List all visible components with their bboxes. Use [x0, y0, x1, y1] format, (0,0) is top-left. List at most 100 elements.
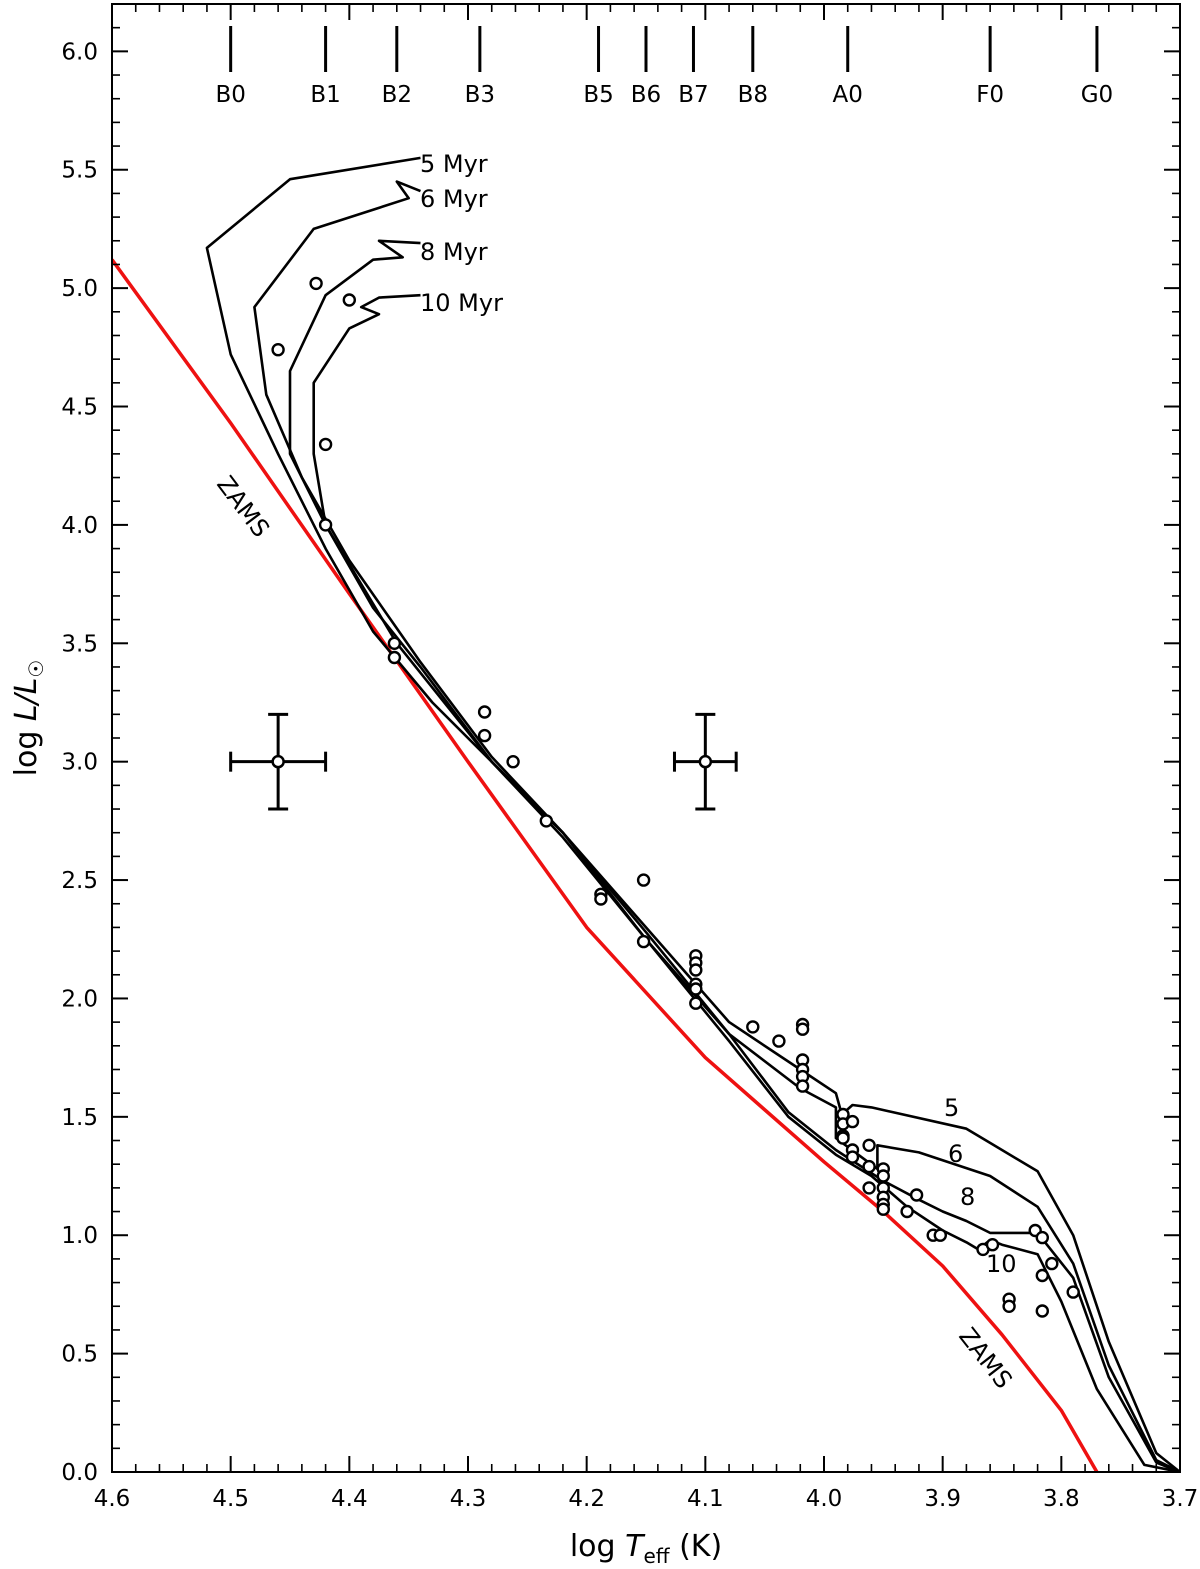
star-point-59 — [1035, 1304, 1050, 1318]
isochrone-low-label-3: 8 — [960, 1183, 975, 1211]
error-bar-point-2 — [698, 754, 713, 769]
y-tick-label-10: 5.0 — [61, 276, 98, 302]
star-point-18 — [689, 963, 703, 977]
isochrone-label-4: 10 Myr — [420, 289, 503, 317]
x-tick-label-1: 4.5 — [212, 1486, 249, 1512]
star-point-56 — [1066, 1285, 1080, 1299]
x-tick-label-7: 3.9 — [924, 1486, 961, 1512]
star-point-54 — [1045, 1256, 1059, 1271]
zams-label-upper: ZAMS — [211, 471, 275, 543]
isochrone-low-label-4: 10 — [986, 1250, 1017, 1278]
curves-layer — [112, 156, 1180, 1472]
spectral-type-label-7: B8 — [738, 82, 768, 108]
y-tick-label-5: 2.5 — [61, 868, 98, 894]
star-point-3 — [271, 343, 285, 357]
y-tick-label-4: 2.0 — [61, 986, 98, 1012]
spectral-type-label-0: B0 — [215, 82, 245, 108]
star-point-22 — [746, 1020, 760, 1034]
star-point-14 — [636, 873, 651, 887]
x-axis-label-prefix: log — [570, 1529, 625, 1564]
y-axis-label-sub: ☉ — [24, 660, 48, 678]
isochrone-line-1 — [205, 156, 1180, 1472]
spectral-type-label-1: B1 — [310, 82, 340, 108]
y-tick-label-0: 0.0 — [61, 1460, 98, 1486]
spectral-type-label-3: B3 — [465, 82, 495, 108]
y-tick-label-12: 6.0 — [61, 39, 98, 65]
spectral-type-label-4: B5 — [583, 82, 613, 108]
y-tick-label-2: 1.0 — [61, 1223, 98, 1249]
star-point-1 — [309, 276, 323, 291]
star-point-49 — [933, 1228, 947, 1242]
x-axis-label-sub: eff — [643, 1544, 670, 1568]
plot-frame — [111, 3, 1181, 1473]
star-point-4 — [318, 437, 333, 452]
star-point-9 — [477, 728, 492, 743]
y-tick-label-11: 5.5 — [61, 158, 98, 184]
star-point-5 — [318, 518, 333, 532]
star-point-10 — [506, 755, 520, 769]
y-tick-label-7: 3.5 — [61, 631, 98, 657]
y-axis-label-num: L/ — [9, 691, 44, 721]
x-tick-label-5: 4.1 — [687, 1486, 724, 1512]
x-tick-label-9: 3.7 — [1162, 1486, 1199, 1512]
star-point-13 — [594, 892, 608, 906]
star-point-38 — [862, 1159, 876, 1174]
star-point-36 — [845, 1150, 860, 1164]
points-layer — [229, 276, 1080, 1318]
spectral-type-label-5: B6 — [631, 82, 661, 108]
x-tick-label-6: 4.0 — [806, 1486, 843, 1512]
star-point-34 — [845, 1114, 860, 1129]
star-point-20 — [689, 982, 703, 996]
spectral-type-label-6: B7 — [678, 82, 708, 108]
star-point-25 — [795, 1022, 810, 1036]
spectral-type-label-10: G0 — [1081, 82, 1113, 108]
zams-label-lower: ZAMS — [953, 1322, 1017, 1393]
star-point-7 — [387, 650, 402, 665]
star-point-58 — [1002, 1299, 1016, 1314]
star-point-45 — [876, 1202, 890, 1216]
star-point-46 — [909, 1188, 924, 1202]
zams-line — [112, 258, 1099, 1472]
y-axis-label-prefix: log — [9, 721, 44, 776]
axes-layer: 5 Myr 6 Myr 8 Myr 10 Myr 5 6 8 10 ZAMS ZAMS 4.6 4.5… — [9, 3, 1199, 1568]
isochrone-low-label-1: 5 — [944, 1094, 959, 1122]
spectral-type-label-2: B2 — [382, 82, 412, 108]
y-tick-label-6: 3.0 — [61, 750, 98, 776]
star-point-47 — [900, 1204, 914, 1219]
x-tick-label-8: 3.8 — [1043, 1486, 1080, 1512]
isochrone-low-label-2: 6 — [948, 1140, 963, 1168]
y-tick-label-1: 0.5 — [61, 1342, 98, 1368]
x-axis-label-unit: (K) — [670, 1529, 723, 1564]
spectral-type-label-8: A0 — [833, 82, 863, 108]
star-point-8 — [477, 705, 492, 719]
star-point-29 — [795, 1079, 810, 1093]
star-point-33 — [836, 1131, 850, 1145]
star-point-39 — [862, 1181, 876, 1195]
y-tick-label-8: 4.0 — [61, 513, 98, 539]
star-point-37 — [862, 1138, 876, 1153]
isochrone-line-4 — [312, 293, 1180, 1472]
isochrone-label-3: 8 Myr — [420, 238, 488, 266]
x-tick-label-3: 4.3 — [450, 1486, 487, 1512]
isochrone-label-1: 5 Myr — [420, 150, 488, 178]
y-tick-label-9: 4.5 — [61, 395, 98, 421]
star-point-23 — [772, 1034, 786, 1048]
spectral-type-label-9: F0 — [976, 82, 1004, 108]
star-point-53 — [1035, 1230, 1050, 1245]
x-axis-label-var: T — [625, 1529, 646, 1564]
star-point-2 — [342, 293, 356, 307]
y-axis-label: log L/L☉ — [9, 660, 48, 777]
isochrone-line-3 — [288, 239, 1180, 1472]
star-point-55 — [1035, 1268, 1050, 1283]
x-tick-label-2: 4.4 — [331, 1486, 368, 1512]
y-axis-label-den: L — [9, 678, 44, 695]
x-axis-label: log Teff (K) — [570, 1529, 722, 1568]
x-tick-label-0: 4.6 — [94, 1486, 131, 1512]
star-point-21 — [689, 996, 703, 1010]
isochrone-label-2: 6 Myr — [420, 185, 488, 213]
star-point-15 — [636, 934, 651, 949]
star-point-11 — [539, 814, 553, 828]
error-bar-point-1 — [271, 754, 285, 769]
star-point-51 — [985, 1237, 1000, 1252]
